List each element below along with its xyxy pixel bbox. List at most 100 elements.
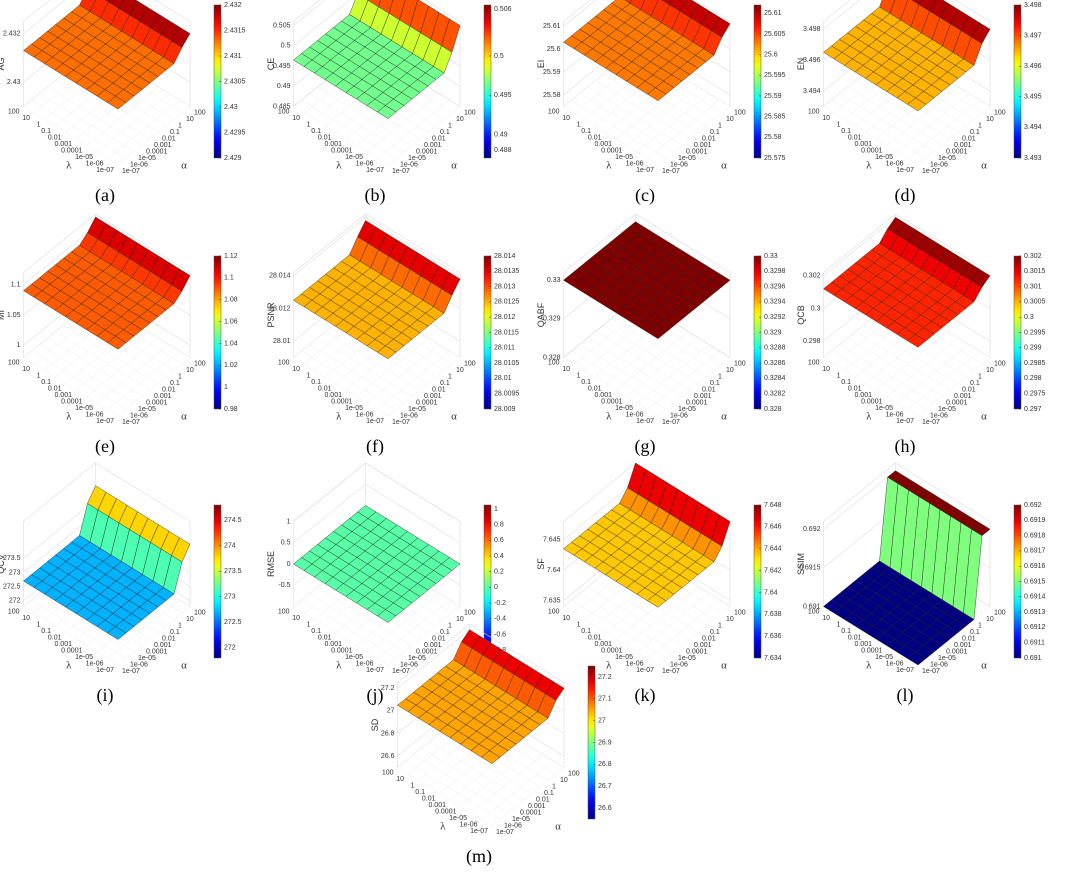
lambda-tick-label: 100 [8,359,20,366]
lambda-tick-label: 100 [548,108,560,115]
alpha-tick-label: 0.01 [702,135,716,142]
lambda-axis-label: λ [606,159,612,171]
alpha-tick-label: 1e-07 [662,668,680,675]
z-axis-label: CE [266,58,276,71]
lambda-tick-label: 1e-07 [366,167,384,174]
colorbar-tick-label: 3.498 [1024,2,1042,9]
lambda-tick-label: 10 [562,615,570,622]
floor-grid [96,344,170,404]
lambda-tick-label: 0.0001 [601,147,623,154]
lambda-tick-label: 0.01 [848,134,862,141]
colorbar-tick-label: 7.646 [764,524,782,531]
colorbar-tick-label: 0.3296 [764,283,786,290]
lambda-tick-label: 0.001 [428,802,446,809]
z-tick-label: 2.432 [3,30,21,37]
floor-grid [356,337,429,397]
alpha-tick-label: 0.0001 [946,648,968,655]
floor-grid [847,86,943,146]
alpha-tick-label: 10 [986,367,994,374]
floor-grid [55,80,151,140]
floor-grid [63,324,159,384]
colorbar-tick-label: 272 [224,645,236,652]
floor-grid [117,606,191,666]
colorbar-tick-label: 0.3282 [764,391,786,398]
alpha-tick-label: 0.01 [162,135,176,142]
colorbar-tick-label: 1.02 [224,362,238,369]
z-axis-label: EN [796,58,806,71]
floor-grid [387,357,461,417]
lambda-tick-label: 100 [278,608,290,615]
lambda-axis-label: λ [866,410,872,422]
z-tick-label: 272 [9,598,21,605]
floor-grid [31,350,127,410]
alpha-tick-label: 1 [448,122,452,129]
lambda-tick-label: 0.001 [854,392,872,399]
alpha-tick-label: 1 [178,373,182,380]
colorbar-tick-label: 27 [598,717,606,724]
colorbar-tick-label: 25.61 [764,10,782,17]
panel-label: (l) [897,685,914,706]
colorbar-tick-label: 0.49 [494,131,508,138]
panel-label: (h) [895,436,916,457]
lambda-tick-label: 1e-05 [615,154,633,161]
alpha-tick-label: 1e-06 [670,412,688,419]
surface-patch [481,750,501,764]
lambda-tick-label: 1e-05 [875,654,893,661]
lambda-tick-label: 1e-06 [356,660,374,667]
colorbar-tick-label: 0.6916 [1024,563,1046,570]
floor-grid [579,93,675,153]
lambda-tick-label: 100 [8,608,20,615]
alpha-tick-label: 100 [194,360,206,367]
colorbar-tick-label: 0.6911 [1024,640,1045,647]
surface-patch [377,345,397,360]
floor-grid [47,86,143,146]
z-grid-line [293,462,461,522]
surface-patch [647,325,667,339]
colorbar-tick-label: 0.6912 [1024,624,1046,631]
alpha-tick-label: 1 [552,783,556,790]
alpha-tick-label: 0.0001 [146,148,168,155]
floor-grid [886,86,959,146]
panel-label: (a) [95,185,115,206]
colorbar-tick-label: 273 [224,594,236,601]
lambda-tick-label: 1e-07 [636,167,654,174]
floor-grid [657,106,731,166]
z-axis-label: AG [0,57,6,70]
floor-grid [571,350,667,410]
colorbar-tick-label: 0.297 [1024,406,1042,413]
floor-grid [571,99,667,159]
lambda-tick-label: 0.0001 [861,147,883,154]
alpha-tick-label: 1e-06 [130,161,148,168]
colorbar-tick-label: 26.7 [598,783,612,790]
colorbar-tick-label: 0.33 [764,253,778,260]
alpha-tick-label: 0.0001 [146,648,168,655]
floor-grid [325,331,421,391]
z-tick-label: 28.014 [269,273,291,280]
lambda-tick-label: 0.01 [848,385,862,392]
alpha-axis-label: α [451,410,457,422]
lambda-tick-label: 10 [822,366,830,373]
alpha-tick-label: 0.1 [170,380,180,387]
lambda-tick-label: 100 [278,108,290,115]
alpha-tick-label: 0.001 [694,393,712,400]
alpha-tick-label: 100 [994,609,1006,616]
floor-grid [907,350,980,410]
lambda-tick-label: 1e-06 [86,160,104,167]
lambda-tick-label: 100 [808,359,820,366]
alpha-tick-label: 1e-05 [678,655,696,662]
z-tick-label: 26.8 [381,730,395,737]
z-tick-label: 7.635 [543,597,561,604]
lambda-tick-label: 1e-05 [449,815,467,822]
colorbar-tick-label: 2.4295 [224,129,246,136]
lambda-axis-label: λ [336,159,342,171]
lambda-tick-label: 0.0001 [61,398,83,405]
colorbar-tick-label: 0.6918 [1024,532,1046,539]
floor-grid [413,754,509,814]
lambda-tick-label: 0.1 [841,379,851,386]
colorbar-tick-label: 0.6919 [1024,517,1046,524]
colorbar-tick-label: 28.011 [494,345,515,352]
floor-grid [107,599,180,659]
z-tick-label: 3.498 [803,26,821,33]
